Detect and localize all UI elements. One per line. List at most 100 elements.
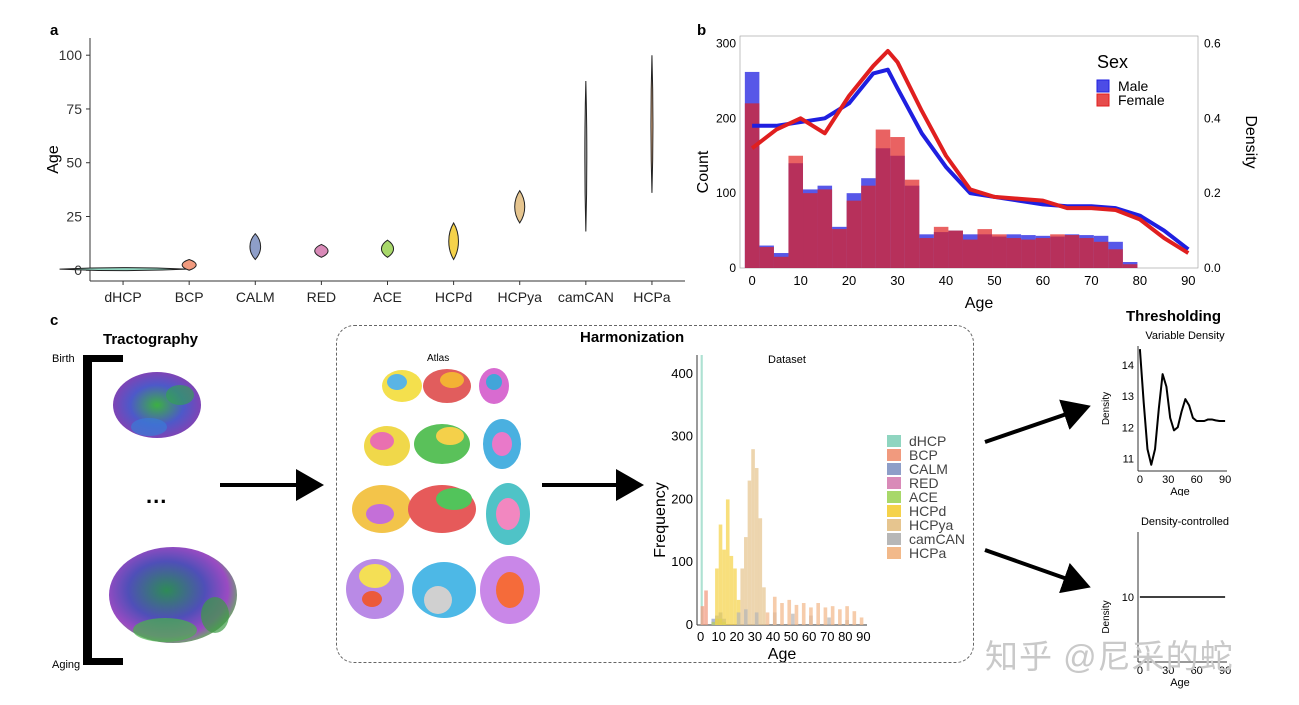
x-tick-label: camCAN: [558, 289, 614, 305]
violin-chart: 0255075100AgedHCPBCPCALMREDACEHCPdHCPyac…: [45, 38, 685, 305]
y-tick-label: 100: [59, 47, 83, 63]
bar-HCPa: [787, 599, 792, 625]
y-tick-label: 75: [66, 101, 82, 117]
bar-HCPya: [747, 480, 752, 625]
bar-female: [933, 226, 949, 268]
bar-camCAN: [754, 612, 759, 625]
tractography-title: Tractography: [103, 331, 199, 348]
bar-HCPd: [733, 568, 737, 625]
x-tick-label: 0: [748, 273, 755, 288]
x-tick-label: 30: [1162, 474, 1174, 486]
bar-female: [803, 193, 818, 268]
x-tick-label: 10: [793, 273, 807, 288]
x-axis-label: Age: [1170, 677, 1190, 689]
x-tick-label: 0: [1137, 474, 1143, 486]
bar-HCPya: [758, 518, 763, 625]
legend-title: Sex: [1097, 52, 1128, 72]
x-tick-label: 60: [802, 629, 816, 644]
y-left-axis-label: Count: [695, 150, 712, 193]
y-right-tick-label: 0.0: [1204, 261, 1221, 275]
bar-female: [1006, 238, 1022, 268]
bar-HCPa: [772, 596, 777, 625]
y-axis-label: Density: [1101, 392, 1112, 425]
y-tick-label: 400: [671, 366, 693, 381]
bar-HCPa: [816, 603, 820, 625]
x-tick-label: BCP: [175, 289, 204, 305]
brain-aging-image: [109, 547, 237, 643]
x-tick-label: 60: [1191, 665, 1203, 677]
x-axis-label: Age: [1170, 486, 1190, 496]
y-tick-label: 13: [1122, 391, 1134, 403]
bar-female: [919, 238, 934, 268]
legend-swatch-female: [1096, 93, 1110, 107]
bar-female: [832, 229, 847, 268]
y-tick-label: 11: [1123, 454, 1134, 466]
x-tick-label: 20: [842, 273, 856, 288]
y-tick-label: 25: [66, 208, 82, 224]
bar-female: [977, 229, 993, 268]
bar-camCAN: [827, 617, 831, 625]
brain-tractography-images: [109, 372, 237, 643]
y-left-tick-label: 100: [716, 186, 736, 200]
bar-female: [1064, 235, 1080, 268]
x-axis-label: Age: [965, 295, 994, 312]
bar-female: [890, 137, 905, 268]
y-right-tick-label: 0.6: [1204, 36, 1221, 50]
violin-CALM: [249, 232, 262, 261]
x-tick-label: 70: [820, 629, 834, 644]
bar-female: [1093, 241, 1109, 268]
legend-swatch-CALM: [887, 463, 901, 475]
bar-HCPa: [830, 606, 835, 625]
bar-HCPd: [725, 499, 730, 625]
y-axis-label: Age: [45, 145, 62, 174]
x-tick-label: 40: [766, 629, 780, 644]
y-right-tick-label: 0.4: [1204, 111, 1221, 125]
x-tick-label: 30: [1162, 665, 1174, 677]
density-controlled-chart: Density-controlled 10 0 30 60 90 Age Density: [1101, 516, 1231, 689]
bar-HCPya: [740, 568, 745, 625]
bar-BCP: [700, 606, 705, 625]
bar-HCPa: [794, 604, 799, 625]
ellipsis: ...: [146, 483, 168, 508]
x-tick-label: 10: [711, 629, 725, 644]
birth-label: Birth: [52, 353, 75, 365]
y-tick-label: 100: [671, 554, 693, 569]
x-tick-label: 60: [1191, 474, 1203, 486]
bar-female: [759, 247, 774, 268]
bar-female: [1050, 234, 1065, 268]
legend-label-BCP: BCP: [909, 447, 938, 463]
atlas-row-4: [346, 556, 540, 624]
bar-camCAN: [736, 612, 741, 625]
thresholding-title: Thresholding: [1126, 308, 1221, 325]
x-tick-label: 70: [1084, 273, 1098, 288]
legend-swatch-BCP: [887, 449, 901, 461]
x-tick-label: 80: [1133, 273, 1147, 288]
bar-BCP: [704, 590, 708, 625]
legend-label-HCPd: HCPd: [909, 503, 946, 519]
x-tick-label: 80: [838, 629, 852, 644]
density-line-female: [750, 48, 1190, 255]
legend-label-HCPya: HCPya: [909, 517, 954, 533]
watermark: 知乎 @尼采的蛇: [985, 638, 1234, 675]
bar-female: [817, 189, 833, 268]
x-tick-label: HCPd: [435, 289, 472, 305]
y-tick-label: 10: [1122, 592, 1134, 604]
bar-HCPa: [852, 611, 857, 625]
x-tick-label: 0: [1137, 665, 1143, 677]
age-bracket: [83, 355, 123, 665]
panel-label-b: b: [697, 22, 707, 39]
bar-HCPya: [744, 537, 748, 625]
legend-swatch-HCPya: [887, 519, 901, 531]
bar-HCPd: [718, 524, 723, 625]
bar-female: [861, 185, 876, 268]
atlas-row-3: [352, 483, 530, 545]
x-tick-label: ACE: [373, 289, 402, 305]
y-tick-label: 0: [686, 617, 693, 632]
violin-HCPd: [448, 221, 459, 261]
x-tick-label: 20: [730, 629, 744, 644]
bar-camCAN: [791, 613, 795, 625]
bar-female: [992, 234, 1007, 268]
legend-label-ACE: ACE: [909, 489, 938, 505]
x-tick-label: 0: [697, 629, 704, 644]
